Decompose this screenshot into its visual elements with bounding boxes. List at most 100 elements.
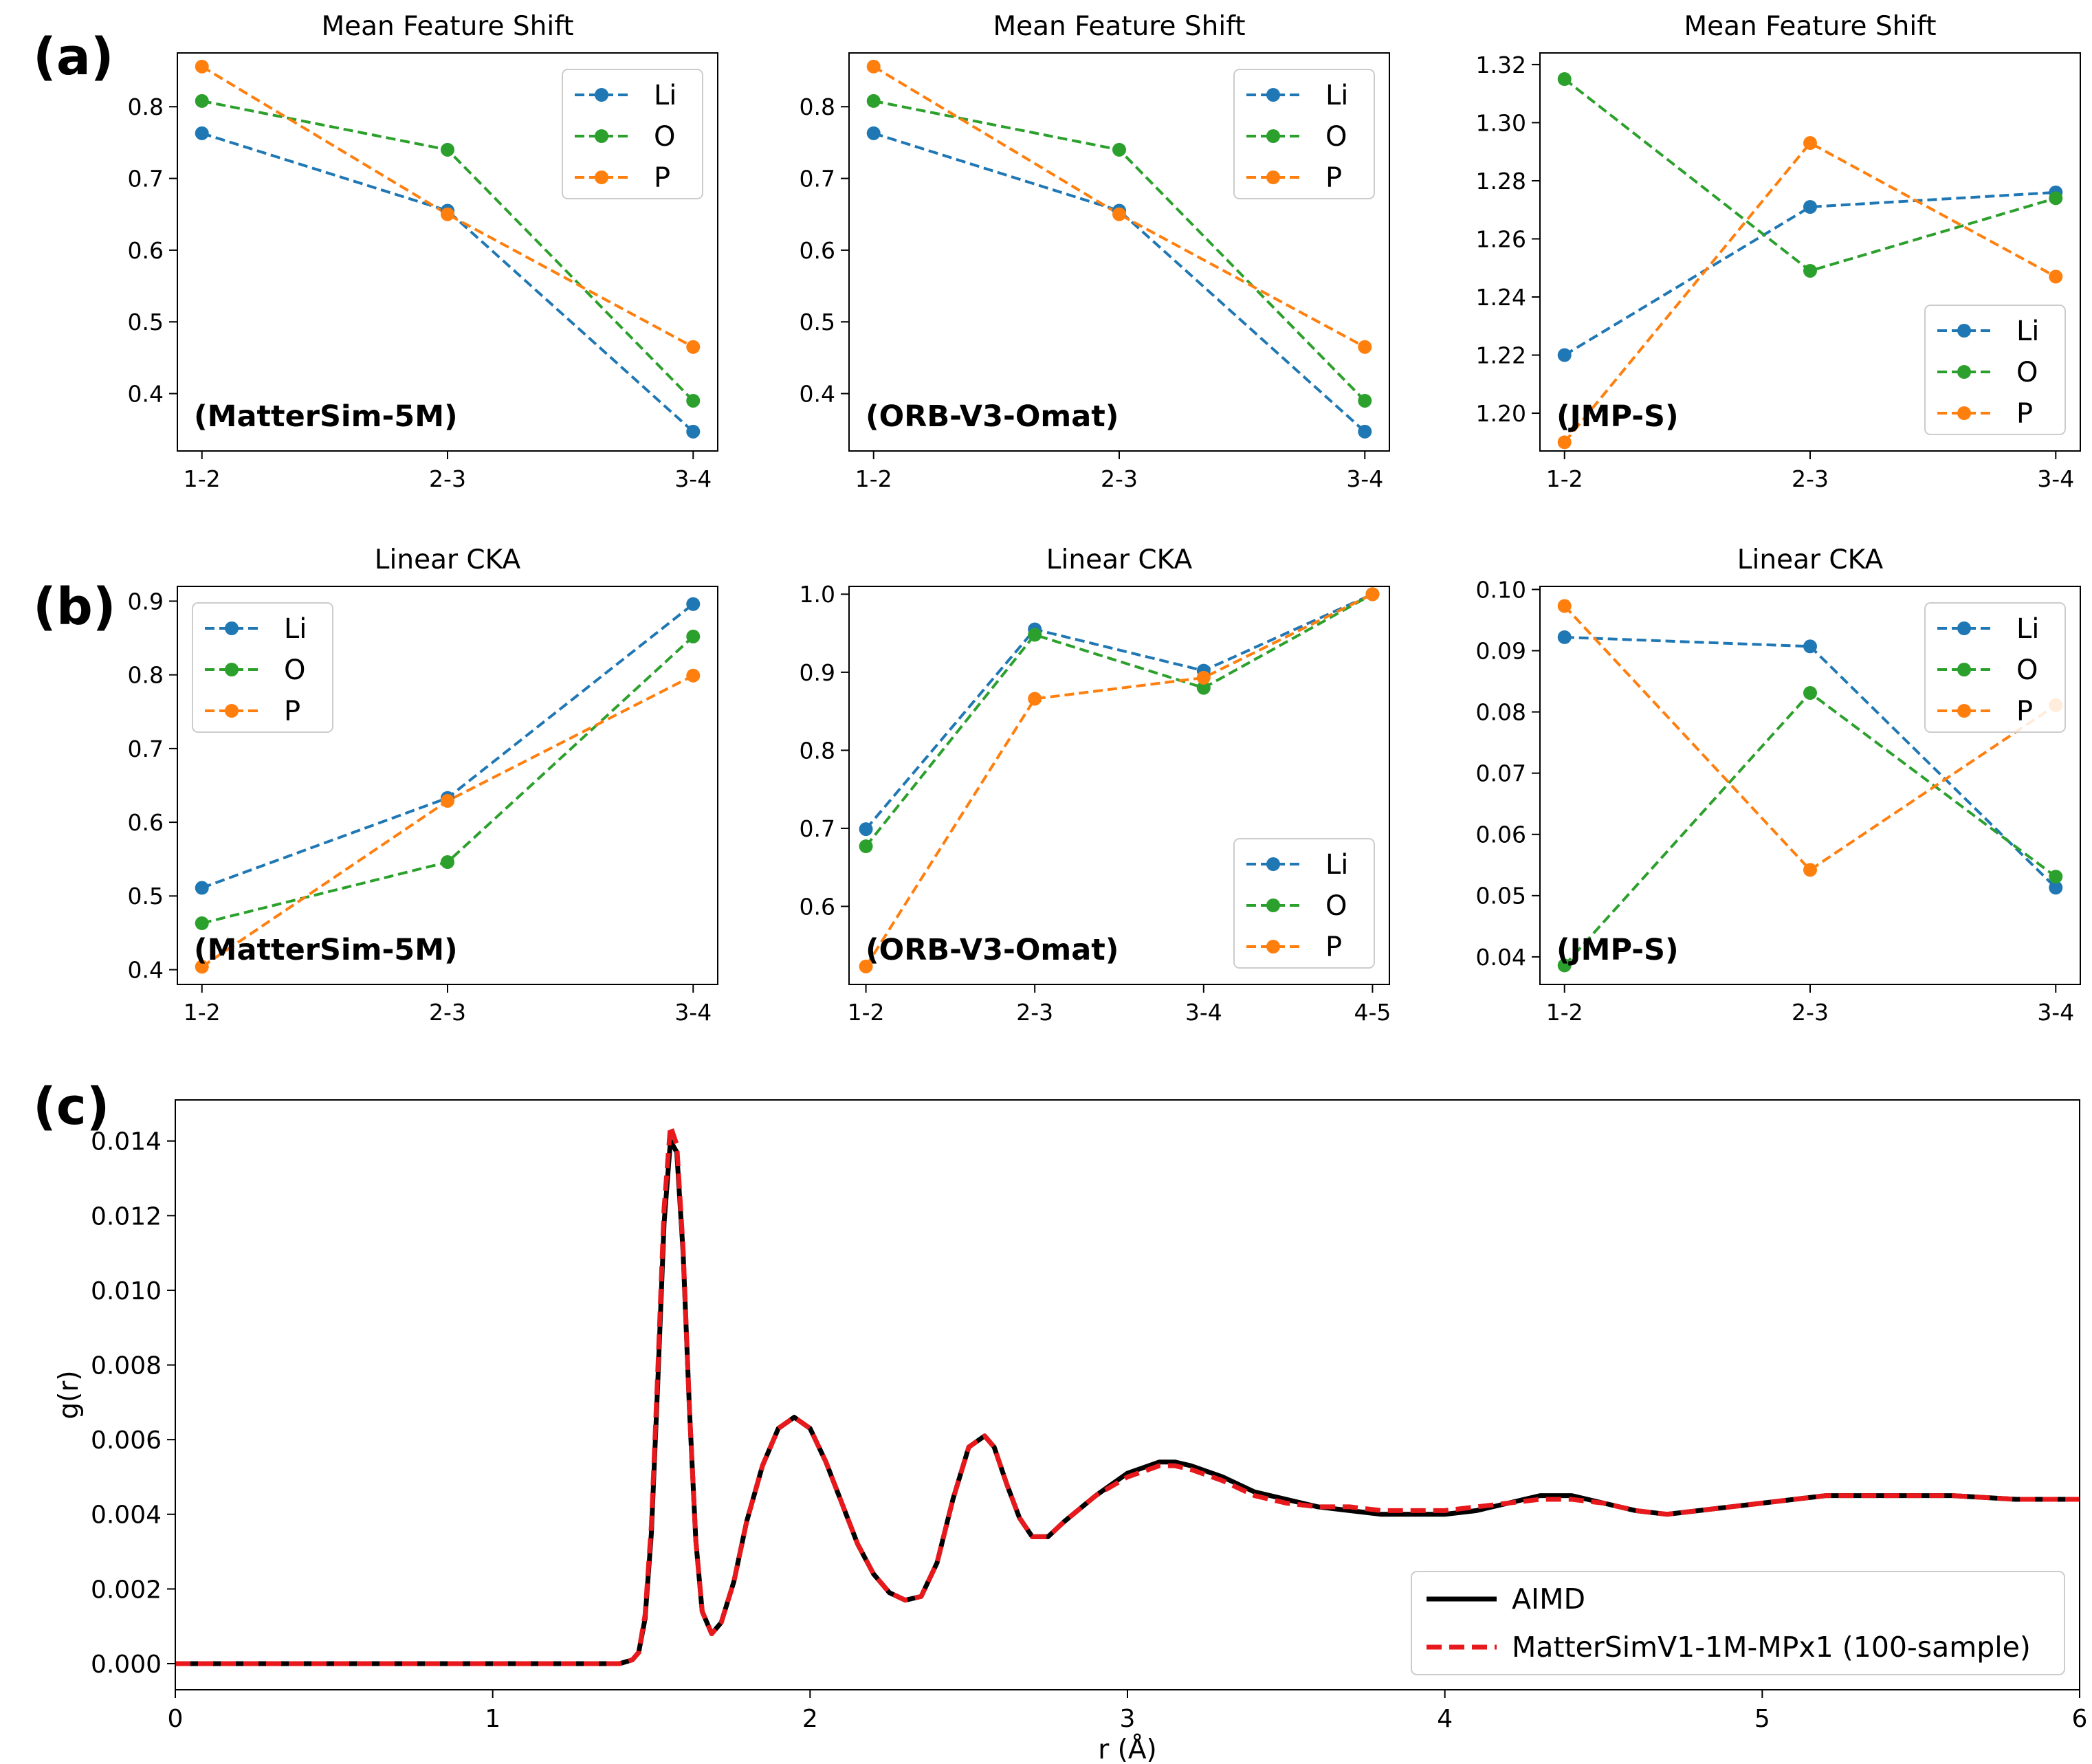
data-point-P	[686, 668, 701, 683]
plot-frame	[177, 52, 718, 452]
y-tick-label: 0.9	[128, 588, 164, 615]
data-point-Li	[195, 881, 209, 895]
y-tick-label: 0.8	[128, 662, 164, 689]
series-line-Li	[201, 131, 694, 433]
legend-label-Li: Li	[284, 613, 307, 645]
legend-marker-O	[595, 129, 608, 143]
plot-frame	[848, 586, 1390, 985]
x-axis-label: r (Å)	[1098, 1733, 1157, 1764]
legend-box	[1233, 838, 1375, 969]
chart-a1: Mean Feature Shift 0.4 0.5 0.6 0.7 0.8 1-2 2-3 3…	[128, 11, 718, 492]
legend-label-Li: Li	[1325, 80, 1348, 111]
x-tick-label: 2-3	[429, 999, 466, 1026]
data-point-P	[1196, 670, 1211, 685]
legend-marker-P	[1957, 704, 1971, 718]
y-tick-label: 0.4	[128, 956, 164, 983]
legend-label-Li: Li	[1325, 849, 1348, 881]
data-point-O	[686, 393, 701, 408]
legend-marker-P	[1266, 940, 1280, 953]
y-tick-label: 0.4	[128, 380, 164, 407]
plot-frame	[175, 1099, 2080, 1690]
data-point-Li	[866, 126, 881, 140]
data-point-P	[1365, 587, 1380, 602]
legend-label-aimd: AIMD	[1512, 1583, 1585, 1616]
y-tick-label: 0.6	[800, 237, 835, 264]
legend-label-P: P	[1325, 931, 1342, 963]
legend-marker-O	[225, 663, 239, 676]
series-line-Li	[873, 131, 1366, 433]
model-label: (JMP-S)	[1556, 933, 1679, 967]
chart-title: Mean Feature Shift	[321, 11, 573, 42]
legend-label-P: P	[2016, 398, 2033, 430]
y-tick-label: 1.28	[1476, 168, 1526, 195]
y-tick-label: 0.6	[128, 237, 164, 264]
x-tick-label: 3-4	[1346, 465, 1383, 492]
series-group	[175, 1123, 2080, 1666]
legend-label-P: P	[654, 162, 670, 194]
y-tick-label: 0.006	[91, 1426, 162, 1455]
data-point-Li	[1803, 639, 1817, 654]
x-tick-label: 1-2	[184, 465, 221, 492]
series-line-P	[864, 593, 1374, 967]
x-tick-label: 1-2	[855, 465, 892, 492]
series-line-mattersim	[175, 1123, 2080, 1666]
y-tick-label: 0.05	[1476, 883, 1526, 909]
x-tick-label: 2-3	[1792, 465, 1829, 492]
legend-label-P: P	[284, 696, 300, 727]
panel-label-b: (b)	[33, 577, 116, 637]
y-tick-label: 0.002	[91, 1576, 162, 1604]
y-tick-label: 1.30	[1476, 109, 1526, 136]
data-point-P	[195, 59, 209, 74]
x-tick-label: 3-4	[2037, 465, 2074, 492]
data-point-P	[1557, 599, 1572, 613]
chart-a2: Mean Feature Shift 0.4 0.5 0.6 0.7 0.8 1-2 2-3 3…	[800, 11, 1390, 492]
data-point-P	[1803, 863, 1817, 877]
data-point-O	[2049, 870, 2063, 884]
x-tick-label: 4-5	[1354, 999, 1391, 1026]
data-point-P	[1028, 692, 1042, 706]
data-point-P	[1557, 435, 1572, 450]
x-tick-label: 2-3	[429, 465, 466, 492]
series-line-Li	[1563, 190, 2056, 357]
data-point-P	[1358, 340, 1372, 354]
data-point-O	[195, 916, 209, 931]
legend-label-O: O	[1325, 890, 1347, 922]
legend: AIMD MatterSimV1-1M-MPx1 (100-sample)	[1411, 1571, 2065, 1675]
legend-box	[562, 69, 703, 199]
legend-marker-P	[1266, 170, 1280, 184]
data-point-O	[1196, 681, 1211, 695]
legend-label-O: O	[2016, 654, 2038, 686]
x-tick-label: 3-4	[674, 999, 712, 1026]
y-tick-label: 0.04	[1476, 944, 1526, 971]
x-tick-label: 1-2	[848, 999, 885, 1026]
x-tick-label: 4	[1437, 1705, 1453, 1733]
x-tick-label: 1-2	[1546, 999, 1583, 1026]
y-tick-label: 0.10	[1476, 576, 1526, 603]
legend-marker-Li	[1266, 88, 1280, 102]
data-point-P	[1803, 136, 1817, 151]
y-tick-label: 0.4	[800, 380, 835, 407]
plot-frame	[848, 52, 1390, 452]
data-point-P	[859, 959, 873, 973]
legend-box	[1924, 602, 2066, 733]
data-point-P	[441, 794, 454, 808]
legend-marker-O	[1957, 365, 1971, 379]
y-tick-label: 0.014	[91, 1128, 162, 1156]
legend-marker-P	[1957, 406, 1971, 420]
y-tick-label: 1.32	[1476, 52, 1526, 78]
legend-box	[1233, 69, 1375, 199]
panel-label-c: (c)	[33, 1077, 110, 1136]
plots: Mean Feature Shift 0.4 0.5 0.6 0.7 0.8 1-2 2-3 3…	[54, 11, 2087, 1764]
y-tick-label: 0.8	[128, 93, 164, 120]
legend-marker-P	[595, 170, 608, 184]
data-point-O	[859, 839, 873, 854]
y-tick-label: 1.24	[1476, 284, 1526, 311]
y-tick-label: 1.26	[1476, 225, 1526, 252]
legend-marker-Li	[595, 88, 608, 102]
legend-label-Li: Li	[654, 80, 676, 111]
x-tick-label: 3-4	[1185, 999, 1222, 1026]
data-point-Li	[686, 424, 701, 439]
y-tick-label: 0.8	[800, 93, 835, 120]
legend: Li OP	[1924, 305, 2066, 435]
